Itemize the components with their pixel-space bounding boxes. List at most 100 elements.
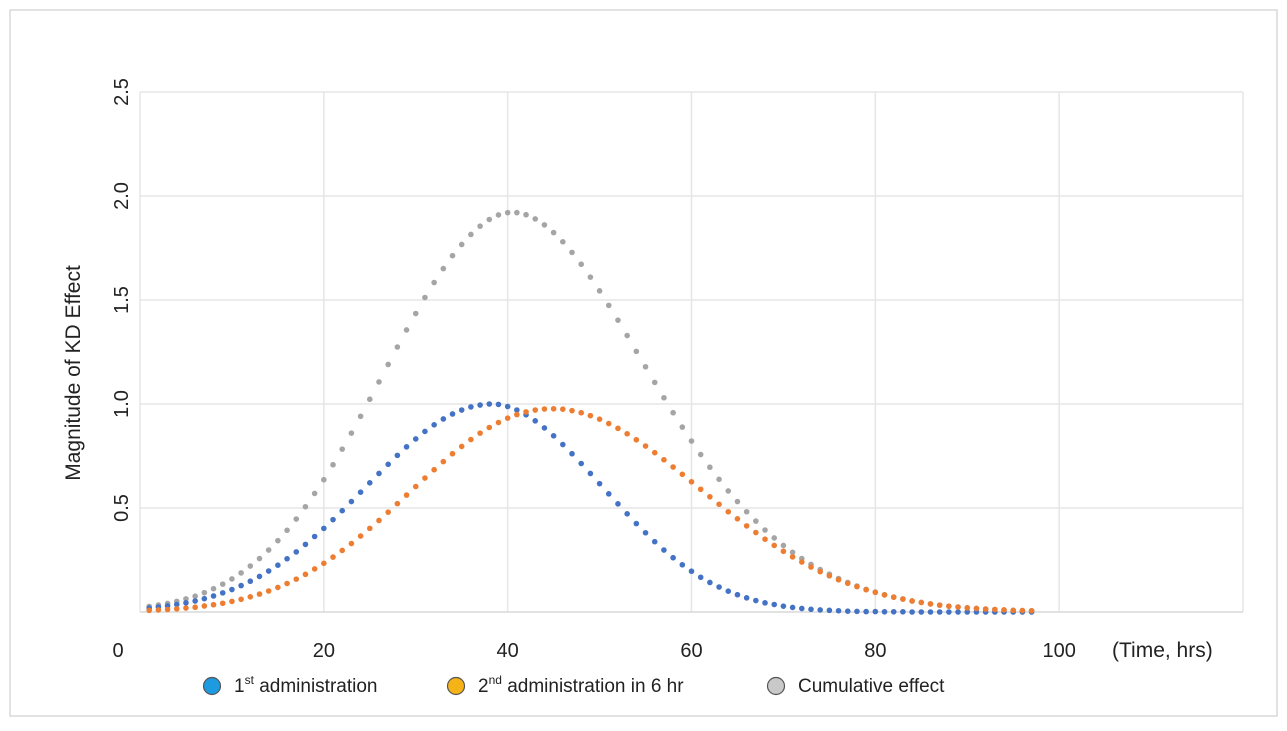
data-point [569,249,575,256]
data-point [302,571,309,578]
y-tick-label: 2.0 [111,182,133,210]
data-point [688,478,695,485]
data-point [909,609,915,615]
y-axis-title: Magnitude of KD Effect [62,265,85,481]
data-point [955,604,961,610]
data-point [357,489,364,495]
data-point [431,466,437,473]
data-point [780,548,787,555]
data-point [835,576,842,583]
data-point [633,348,640,355]
data-point [523,211,529,218]
data-point [670,464,676,470]
data-point [275,584,281,591]
data-point [596,480,603,487]
data-point [495,419,502,426]
data-point [587,274,594,280]
data-point [651,538,658,545]
data-point [403,492,410,498]
data-point [734,516,741,522]
data-point [753,529,759,536]
x-tick-labels: 0 20 40 60 80 100 [112,640,1075,662]
legend-label: 1st administration [234,673,377,697]
data-point [596,416,603,422]
data-point [624,332,630,339]
data-point [918,609,925,615]
series-2 [146,209,1035,614]
legend-item: 2nd administration in 6 hr [446,673,684,697]
data-point [762,536,768,542]
data-point [1019,607,1026,614]
data-point [532,418,539,424]
data-point [302,503,309,510]
data-point [550,405,557,412]
data-point [201,589,208,596]
data-point [541,425,548,431]
data-point [321,476,327,483]
data-point [284,580,290,587]
data-point [219,590,226,596]
data-point [569,407,575,414]
x-tick-label: 0 [112,640,123,662]
data-point [817,568,823,575]
data-point [201,595,208,602]
data-point [587,412,594,419]
data-point [403,444,410,450]
data-point [173,606,180,612]
data-point [909,598,915,604]
data-point [440,265,447,272]
legend-label: Cumulative effect [798,676,945,697]
data-point [716,501,722,508]
data-point [844,608,851,614]
data-point [477,223,483,229]
data-point [642,363,649,370]
data-point [173,601,180,608]
data-point [210,585,217,592]
data-point [716,476,722,483]
x-tick-label: 60 [680,640,702,662]
data-point [311,533,318,540]
data-point [587,470,594,477]
data-point [284,527,290,534]
y-tick-label: 2.5 [111,78,133,106]
data-point [799,605,805,612]
data-point [605,491,612,497]
data-point [964,605,971,611]
x-tick-label: 80 [864,640,886,662]
data-point [247,578,254,585]
data-point [890,608,897,615]
data-point [210,593,217,599]
data-point [357,533,364,539]
data-point [780,542,787,549]
data-point [339,446,346,452]
data-point [670,409,676,416]
data-point [394,344,401,350]
data-point [293,549,300,555]
data-point [440,416,447,422]
data-point [385,361,391,368]
data-point [854,608,860,615]
data-point [844,580,851,587]
data-point [339,507,346,514]
y-tick-label: 1.5 [111,286,133,314]
data-point [192,604,198,611]
data-point [1028,607,1035,614]
data-point [468,436,474,443]
data-point [201,603,208,609]
data-point [808,606,814,613]
data-point [817,607,823,613]
data-point [651,449,658,456]
data-point [339,547,346,554]
data-point [808,564,814,570]
data-point [495,212,502,218]
data-point [679,471,686,478]
data-point [753,518,759,524]
data-point [238,582,244,589]
data-point [789,554,796,560]
data-point [366,525,373,532]
data-point [449,252,456,259]
data-point [412,310,419,317]
data-point [265,568,272,574]
data-point [615,317,621,323]
data-point [504,209,511,216]
